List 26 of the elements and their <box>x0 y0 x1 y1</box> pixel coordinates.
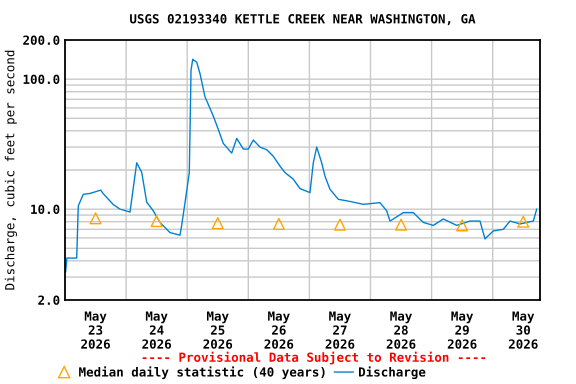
point <box>334 218 346 231</box>
y-tick-label: 10.0 <box>31 204 60 214</box>
point <box>150 214 163 228</box>
x-tick-label: May 28 2026 <box>386 311 416 349</box>
legend-label: Discharge <box>359 366 426 380</box>
point <box>212 217 224 230</box>
y-axis-title: Discharge, cubic feet per second <box>4 50 17 290</box>
legend-label: Median daily statistic (40 years) <box>79 366 325 380</box>
point <box>517 216 530 228</box>
x-tick-label: May 24 2026 <box>142 311 172 349</box>
point <box>456 219 468 232</box>
y-tick-label: 100.0 <box>24 74 60 84</box>
point <box>89 212 102 224</box>
chart-title: USGS 02193340 KETTLE CREEK NEAR WASHINGTON, GA <box>130 14 476 26</box>
point <box>272 218 285 230</box>
x-tick-label: May 26 2026 <box>264 311 294 349</box>
x-tick-label: May 27 2026 <box>326 311 354 349</box>
x-tick-label: May 30 2026 <box>508 311 538 349</box>
y-tick-label: 2.0 <box>38 295 60 305</box>
point <box>394 218 408 231</box>
text: ---- Provisional Data Subject to Revision ---- <box>142 352 486 364</box>
x-tick-label: May 29 2026 <box>448 311 477 349</box>
y-tick-label: 200.0 <box>23 35 60 45</box>
x-tick-label: May 25 2026 <box>203 311 232 349</box>
line-series <box>65 58 538 272</box>
x-tick-label: May 23 2026 <box>81 311 110 349</box>
